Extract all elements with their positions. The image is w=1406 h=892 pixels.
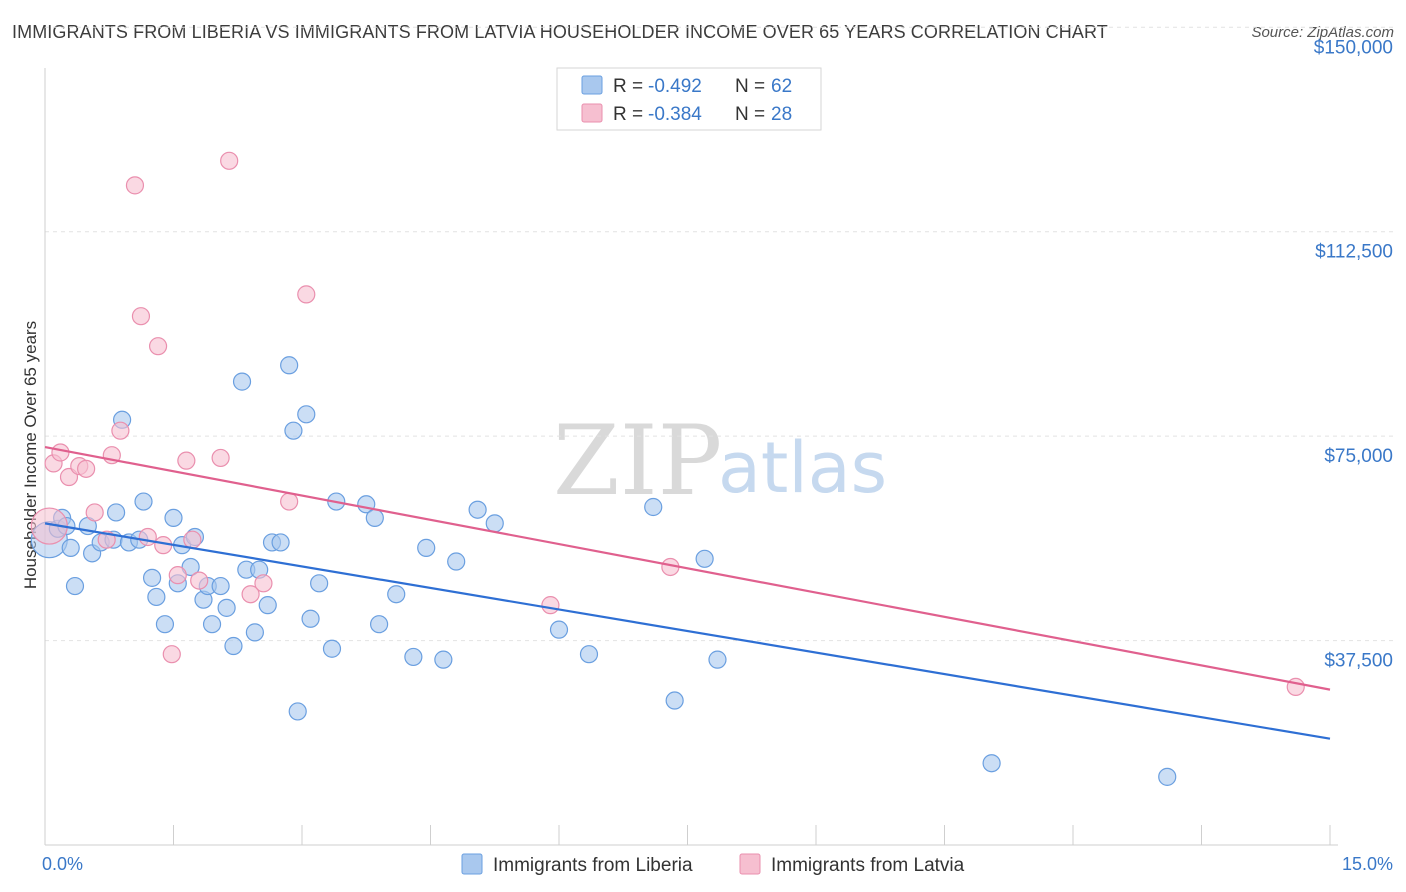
- liberia-point-57: [665, 691, 684, 710]
- y-tick-label-1: $75,000: [1324, 446, 1393, 467]
- liberia-point-29: [232, 372, 252, 391]
- liberia-point-17: [155, 615, 175, 634]
- latvia-point-16: [168, 566, 187, 585]
- latvia-point-5: [77, 459, 96, 478]
- x-tick-label-max: 15.0%: [1342, 854, 1393, 874]
- y-tick-labels: $37,500 $75,000 $112,500 $150,000: [1314, 37, 1393, 671]
- legend-n-label-liberia: N =: [735, 76, 765, 97]
- liberia-point-16: [147, 587, 166, 607]
- x-tick-label-min: 0.0%: [42, 854, 83, 874]
- liberia-point-26: [211, 576, 230, 596]
- latvia-point-19: [190, 571, 209, 590]
- y-tick-label-2: $112,500: [1315, 242, 1393, 263]
- latvia-point-18: [183, 530, 202, 549]
- liberia-point-45: [365, 508, 384, 528]
- liberia-point-53: [485, 514, 504, 533]
- liberia-point-5: [65, 576, 85, 596]
- liberia-point-18: [164, 508, 183, 528]
- latvia-point-2: [51, 443, 70, 462]
- liberia-point-21: [181, 557, 200, 577]
- legend-r-value-liberia: -0.492: [648, 76, 702, 97]
- latvia-point-17: [177, 451, 196, 470]
- liberia-point-56: [644, 497, 663, 517]
- latvia-point-24: [280, 492, 299, 511]
- source-credit: Source: ZipAtlas.com: [1251, 24, 1394, 41]
- latvia-point-11: [131, 307, 151, 326]
- liberia-point-52: [468, 500, 487, 519]
- liberia-point-31: [245, 623, 264, 642]
- series-legend: Immigrants from Liberia Immigrants from …: [461, 853, 965, 876]
- liberia-point-25: [202, 615, 222, 634]
- liberia-point-35: [271, 533, 290, 552]
- latvia-point-22: [241, 585, 260, 604]
- latvia-point-13: [148, 337, 168, 356]
- liberia-point-40: [301, 609, 320, 628]
- watermark-atlas: atlas: [718, 427, 887, 509]
- liberia-trend-line: [44, 522, 1331, 740]
- legend-swatch-liberia: [581, 75, 603, 95]
- legend-n-label-latvia: N =: [735, 104, 765, 125]
- latvia-point-9: [111, 421, 130, 440]
- liberia-point-59: [708, 650, 727, 669]
- bottom-legend-label-latvia: Immigrants from Latvia: [771, 855, 965, 876]
- y-tick-label-0: $37,500: [1324, 651, 1393, 672]
- liberia-point-46: [370, 615, 389, 634]
- liberia-point-48: [404, 647, 423, 667]
- latvia-point-21: [220, 151, 239, 170]
- grid-lines: [45, 26, 1395, 642]
- liberia-point-33: [258, 596, 277, 615]
- legend-n-value-liberia: 62: [771, 76, 792, 97]
- latvia-point-10: [125, 176, 145, 195]
- legend-r-label-liberia: R =: [613, 76, 643, 97]
- legend-swatch-latvia: [581, 103, 603, 123]
- liberia-point-4: [61, 538, 80, 557]
- liberia-point-41: [310, 574, 329, 593]
- legend-r-label-latvia: R =: [613, 104, 643, 125]
- liberia-point-47: [387, 585, 406, 604]
- legend-r-value-latvia: -0.384: [648, 104, 702, 125]
- liberia-point-42: [322, 639, 342, 658]
- liberia-point-50: [434, 650, 453, 669]
- liberia-point-54: [549, 620, 569, 639]
- liberia-point-60: [982, 754, 1001, 773]
- liberia-point-10: [107, 503, 126, 522]
- axes: [44, 68, 1338, 846]
- watermark-zip: ZIP: [553, 405, 722, 517]
- latvia-point-15: [162, 645, 181, 664]
- latvia-point-25: [297, 285, 316, 304]
- liberia-point-38: [288, 702, 307, 721]
- legend-n-value-latvia: 28: [771, 104, 792, 125]
- liberia-point-37: [284, 421, 303, 440]
- latvia-point-23: [254, 574, 273, 593]
- latvia-point-26: [541, 596, 560, 615]
- liberia-point-14: [134, 492, 153, 511]
- trend-lines: [44, 445, 1331, 740]
- liberia-point-27: [217, 598, 236, 617]
- liberia-point-15: [142, 568, 162, 587]
- bottom-legend-label-liberia: Immigrants from Liberia: [493, 855, 693, 876]
- liberia-point-28: [224, 636, 243, 656]
- liberia-point-49: [417, 538, 436, 557]
- data-points: [30, 151, 1305, 786]
- latvia-point-6: [85, 503, 104, 522]
- liberia-point-61: [1158, 767, 1177, 786]
- liberia-point-36: [280, 356, 299, 375]
- liberia-point-58: [695, 549, 714, 568]
- bottom-legend-swatch-liberia: [461, 853, 483, 875]
- latvia-point-20: [211, 448, 230, 468]
- correlation-legend: R = -0.492 N = 62 R = -0.384 N = 28: [556, 67, 822, 131]
- y-tick-label-3: $150,000: [1314, 37, 1393, 58]
- latvia-trend-line: [44, 445, 1331, 691]
- bottom-legend-swatch-latvia: [739, 853, 761, 875]
- latvia-point-12: [138, 527, 157, 547]
- liberia-point-55: [579, 645, 599, 664]
- liberia-point-39: [297, 405, 316, 424]
- x-ticks: [173, 825, 1331, 845]
- liberia-point-51: [447, 552, 466, 571]
